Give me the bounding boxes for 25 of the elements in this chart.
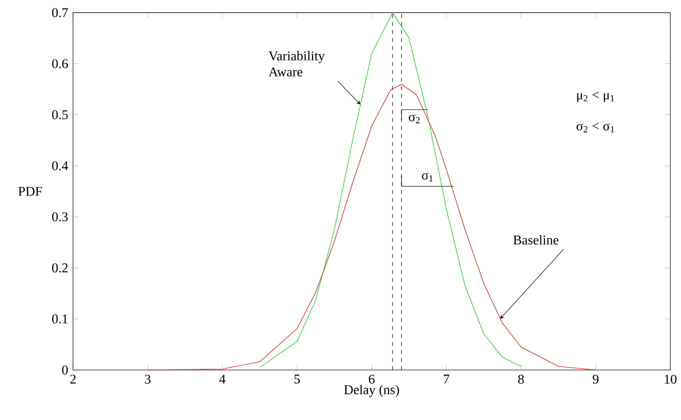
y-tick-label: 0.4 xyxy=(52,161,68,170)
x-tick-label: 3 xyxy=(144,374,150,384)
x-tick-label: 5 xyxy=(294,374,300,384)
y-tick-label: 0 xyxy=(62,365,68,374)
x-tick-label: 2 xyxy=(70,374,76,384)
annotation: Variability Aware xyxy=(268,51,325,76)
annotation: μ$_{2}$ < μ$_{1}$ xyxy=(577,92,614,102)
x-tick-label: 10 xyxy=(664,374,676,384)
annotation: σ$_{2}$ < σ$_{1}$ xyxy=(576,122,614,132)
x-axis-title: Delay (ns) xyxy=(344,384,400,397)
x-tick-label: 7 xyxy=(444,374,450,384)
x-tick-label: 6 xyxy=(368,374,375,384)
x-tick-label: 4 xyxy=(219,374,226,384)
y-tick-label: 0.6 xyxy=(52,59,68,68)
x-tick-label: 9 xyxy=(592,374,598,384)
y-tick-label: 0.2 xyxy=(52,263,68,272)
y-tick-label: 0.3 xyxy=(52,212,68,222)
annotation: σ$_{1}$ xyxy=(422,172,433,182)
annotation: σ$_{2}$ xyxy=(408,114,420,124)
y-tick-label: 0.5 xyxy=(52,110,68,120)
x-tick-label: 8 xyxy=(518,374,524,384)
y-tick-label: 0.1 xyxy=(52,314,68,324)
y-tick-label: 0.7 xyxy=(52,8,68,18)
y-axis-title: PDF xyxy=(18,186,42,196)
annotation: Baseline xyxy=(513,235,558,245)
